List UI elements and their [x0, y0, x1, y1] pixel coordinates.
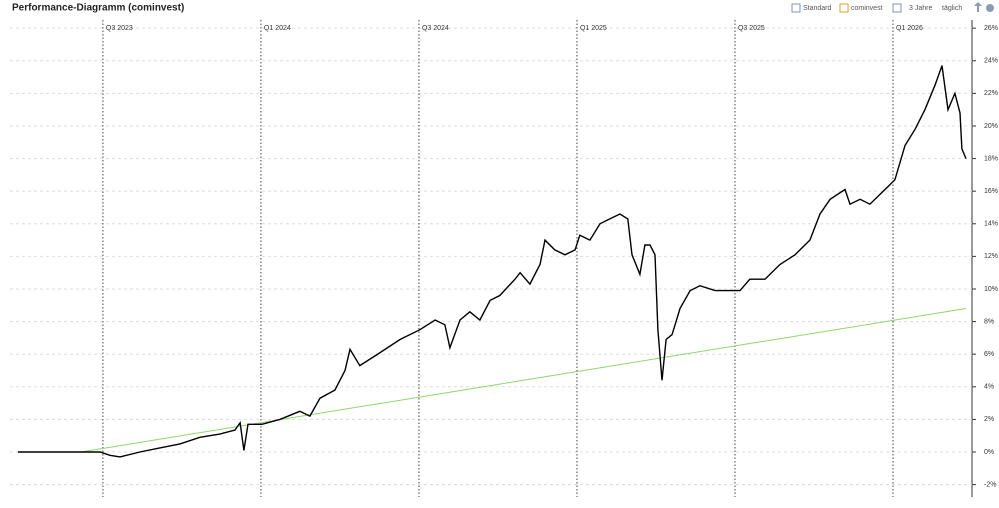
y-tick-label: 20% — [984, 123, 998, 130]
toolbar-item[interactable]: Standard — [803, 5, 832, 12]
y-tick-label: 4% — [984, 384, 994, 391]
x-tick-label: Q1 2026 — [896, 25, 923, 32]
y-tick-label: 12% — [984, 253, 998, 260]
x-tick-label: Q3 2025 — [738, 25, 765, 32]
toolbar-item[interactable]: cominvest — [851, 5, 883, 12]
y-tick-label: 18% — [984, 155, 998, 162]
y-tick-label: 8% — [984, 318, 994, 325]
y-tick-label: 24% — [984, 58, 998, 65]
y-tick-label: 0% — [984, 449, 994, 456]
x-tick-label: Q1 2025 — [580, 25, 607, 32]
y-tick-label: 10% — [984, 286, 998, 293]
y-tick-label: 14% — [984, 221, 998, 228]
toolbar-item[interactable]: 3 Jahre — [909, 5, 932, 12]
export-icon[interactable] — [974, 2, 982, 12]
icon — [892, 3, 902, 13]
x-tick-label: Q3 2024 — [422, 25, 449, 32]
y-tick-label: 26% — [984, 25, 998, 32]
x-tick-label: Q3 2023 — [106, 25, 133, 32]
y-tick-label: 2% — [984, 416, 994, 423]
y-tick-label: -2% — [984, 481, 996, 488]
settings-icon[interactable] — [986, 4, 994, 12]
series-line — [17, 65, 967, 458]
y-tick-label: 22% — [984, 90, 998, 97]
toolbar-item[interactable]: täglich — [942, 5, 962, 12]
series-line — [17, 308, 967, 453]
chart-title: Performance-Diagramm (cominvest) — [12, 3, 184, 14]
icon — [791, 3, 801, 13]
icon — [839, 3, 849, 13]
y-tick-label: 16% — [984, 188, 998, 195]
y-tick-label: 6% — [984, 351, 994, 358]
x-tick-label: Q1 2024 — [264, 25, 291, 32]
